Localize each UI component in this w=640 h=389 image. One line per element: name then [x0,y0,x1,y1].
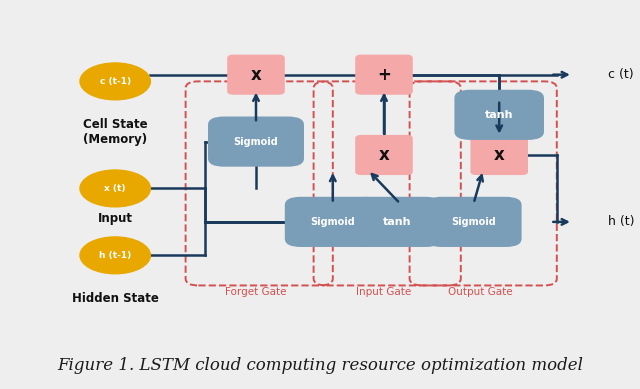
Text: Output Gate: Output Gate [448,287,512,297]
Text: tanh: tanh [383,217,411,227]
Text: Cell State
(Memory): Cell State (Memory) [83,117,147,145]
Text: Input Gate: Input Gate [356,287,412,297]
FancyBboxPatch shape [454,90,544,140]
FancyBboxPatch shape [426,197,522,247]
FancyBboxPatch shape [470,135,528,175]
Text: Forget Gate: Forget Gate [225,287,287,297]
FancyBboxPatch shape [355,135,413,175]
FancyBboxPatch shape [355,54,413,95]
Circle shape [80,237,150,274]
Text: x: x [379,146,389,164]
Text: x: x [494,146,504,164]
Text: h (t-1): h (t-1) [99,251,131,260]
Circle shape [80,170,150,207]
Text: tanh: tanh [485,110,513,120]
Text: Hidden State: Hidden State [72,292,159,305]
Text: x (t): x (t) [104,184,126,193]
Text: x: x [251,66,261,84]
FancyBboxPatch shape [227,54,285,95]
Circle shape [80,63,150,100]
Text: c (t-1): c (t-1) [100,77,131,86]
Text: Sigmoid: Sigmoid [234,137,278,147]
FancyBboxPatch shape [352,197,442,247]
Text: h (t): h (t) [608,216,634,228]
FancyBboxPatch shape [285,197,381,247]
Text: Input: Input [98,212,132,225]
FancyBboxPatch shape [208,117,304,167]
Text: Figure 1. LSTM cloud computing resource optimization model: Figure 1. LSTM cloud computing resource … [57,357,583,374]
Text: c (t): c (t) [608,68,634,81]
Text: Sigmoid: Sigmoid [451,217,496,227]
Text: +: + [377,66,391,84]
Text: Sigmoid: Sigmoid [310,217,355,227]
